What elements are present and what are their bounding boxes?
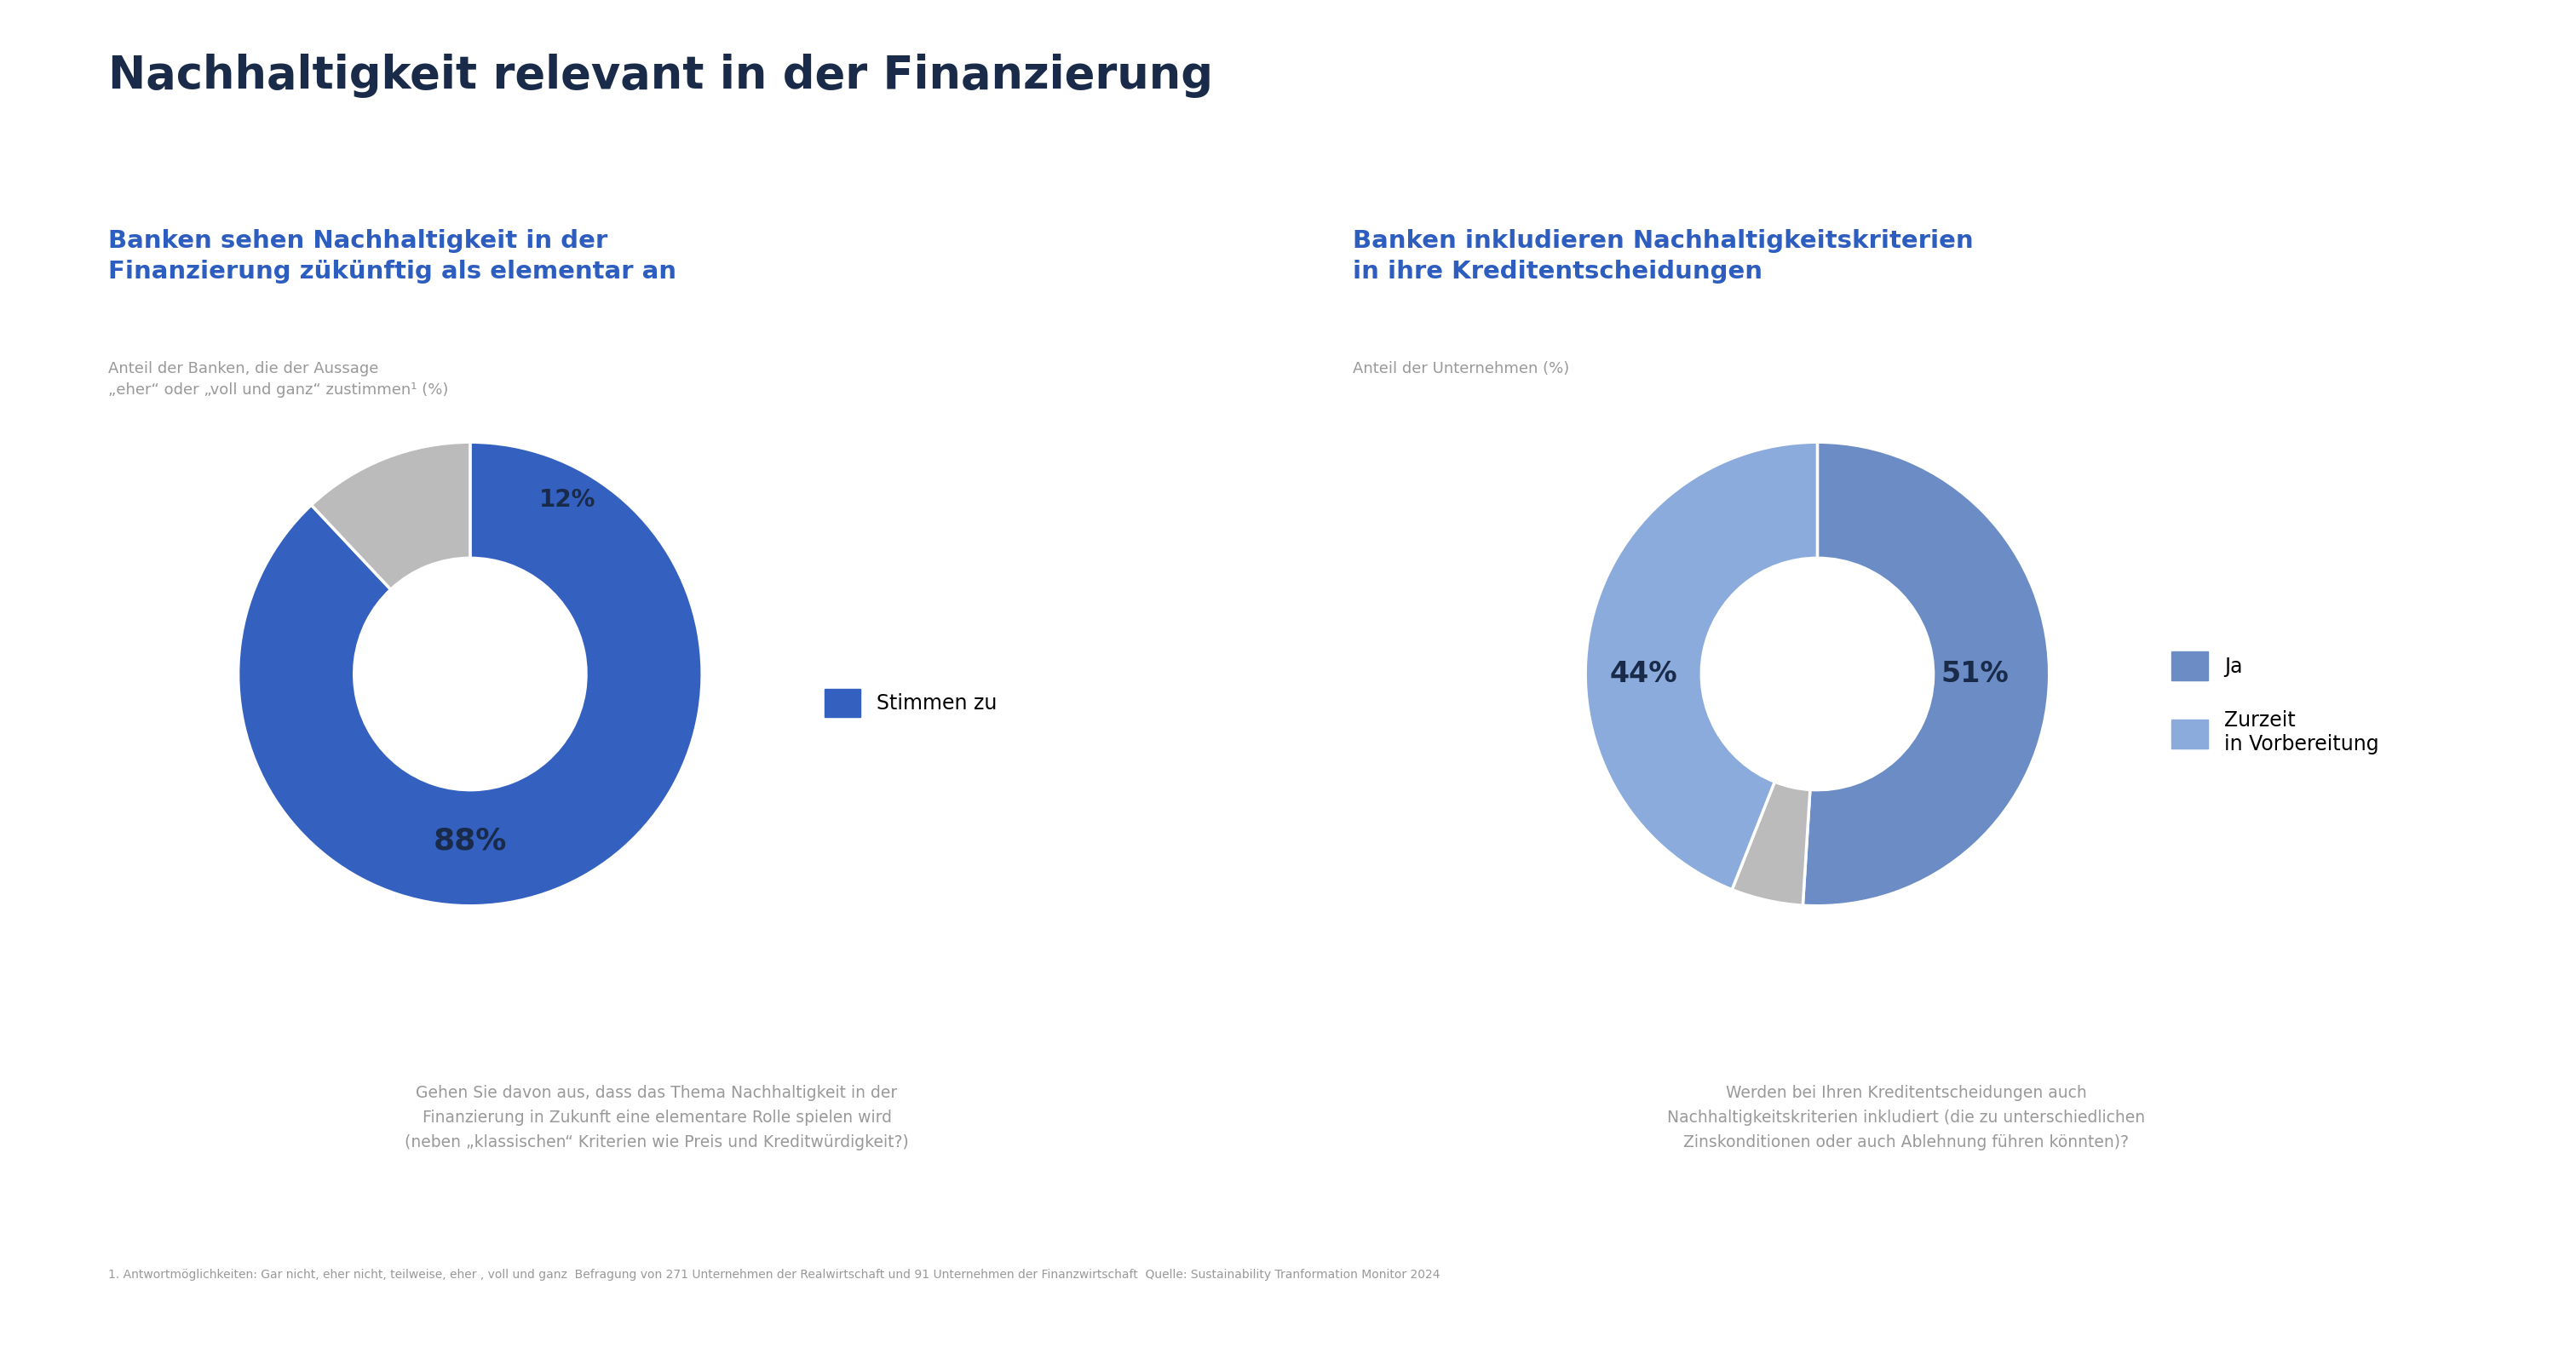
Text: Anteil der Unternehmen (%): Anteil der Unternehmen (%): [1352, 361, 1569, 376]
Text: 44%: 44%: [1610, 661, 1677, 687]
Wedge shape: [1584, 442, 1819, 890]
Text: Anteil der Banken, die der Aussage
„eher“ oder „voll und ganz“ zustimmen¹ (%): Anteil der Banken, die der Aussage „eher…: [108, 361, 448, 398]
Legend: Ja, Zurzeit
in Vorbereitung: Ja, Zurzeit in Vorbereitung: [2164, 643, 2388, 763]
Text: Banken sehen Nachhaltigkeit in der
Finanzierung zükünftig als elementar an: Banken sehen Nachhaltigkeit in der Finan…: [108, 229, 677, 283]
Wedge shape: [1731, 782, 1811, 906]
Legend: Stimmen zu: Stimmen zu: [817, 681, 1005, 725]
Wedge shape: [237, 442, 703, 906]
Text: 12%: 12%: [538, 488, 595, 512]
Wedge shape: [312, 442, 471, 589]
Text: 51%: 51%: [1942, 661, 2009, 687]
Text: Gehen Sie davon aus, dass das Thema Nachhaltigkeit in der
Finanzierung in Zukunf: Gehen Sie davon aus, dass das Thema Nach…: [404, 1085, 909, 1150]
Wedge shape: [1803, 442, 2050, 906]
Text: Nachhaltigkeit relevant in der Finanzierung: Nachhaltigkeit relevant in der Finanzier…: [108, 54, 1213, 98]
Text: 88%: 88%: [433, 826, 507, 856]
Text: Werden bei Ihren Kreditentscheidungen auch
Nachhaltigkeitskriterien inkludiert (: Werden bei Ihren Kreditentscheidungen au…: [1667, 1085, 2146, 1150]
Text: 1. Antwortmöglichkeiten: Gar nicht, eher nicht, teilweise, eher , voll und ganz : 1. Antwortmöglichkeiten: Gar nicht, eher…: [108, 1268, 1440, 1281]
Text: Banken inkludieren Nachhaltigkeitskriterien
in ihre Kreditentscheidungen: Banken inkludieren Nachhaltigkeitskriter…: [1352, 229, 1973, 283]
